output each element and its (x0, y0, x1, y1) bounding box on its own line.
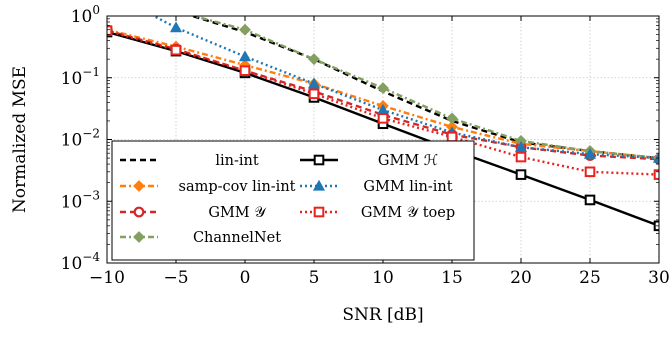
legend-marker-3 (133, 231, 145, 243)
legend: lin-int samp-cov lin-int GMM 𝒴 ChannelNet GM… (111, 140, 475, 261)
data-point-6 (515, 151, 527, 163)
data-point-3 (308, 53, 320, 66)
legend-marker-4 (313, 154, 325, 166)
data-point-3 (377, 82, 389, 94)
legend-marker-2 (133, 206, 145, 218)
legend-marker-6 (313, 206, 325, 218)
data-point-6 (446, 131, 458, 143)
series-line-6 (107, 29, 659, 176)
legend-label-6: GMM 𝒴 toep (361, 205, 455, 221)
data-point-3 (174, 16, 178, 18)
data-point-6 (308, 88, 320, 100)
data-point-6 (377, 113, 389, 124)
y-tick-label: 10−3 (61, 188, 100, 212)
legend-label-1: samp-cov lin-int (179, 179, 296, 195)
legend-box (111, 140, 475, 261)
series-markers (107, 16, 659, 232)
legend-label-4: GMM ℋ (378, 153, 439, 169)
x-tick-label: 20 (510, 268, 532, 288)
y-tick-label: 10−1 (61, 65, 100, 89)
data-point-6 (584, 166, 596, 178)
data-point-5 (514, 140, 528, 152)
y-tick-label: 100 (71, 3, 100, 27)
data-point-5 (238, 50, 252, 62)
x-tick-label: 10 (372, 268, 394, 288)
x-tick-label: 30 (648, 268, 670, 288)
data-point-5 (169, 21, 183, 33)
data-point-4 (584, 194, 596, 206)
data-point-6 (239, 65, 251, 77)
data-point-4 (515, 169, 527, 180)
legend-label-3: ChannelNet (193, 230, 281, 246)
y-tick-label: 10−4 (61, 250, 101, 274)
data-point-5 (583, 147, 597, 159)
x-tick-label: −5 (163, 268, 188, 288)
legend-marker-1 (133, 180, 145, 192)
ticks: −10 −5 0 5 10 15 20 25 30 10−4 10−3 10−2 10−1 100 (61, 3, 670, 288)
data-point-3 (239, 23, 251, 36)
data-point-6 (107, 25, 113, 36)
legend-label-2: GMM 𝒴 (208, 205, 267, 221)
data-point-5 (652, 151, 659, 163)
x-tick-label: 0 (240, 268, 251, 288)
y-axis-title: Normalized MSE (10, 66, 30, 213)
data-point-6 (653, 169, 659, 180)
series-line-1 (107, 28, 659, 160)
x-tick-label: 25 (579, 268, 601, 288)
data-point-3 (446, 112, 458, 125)
data-point-6 (170, 44, 182, 56)
x-tick-label: 5 (309, 268, 320, 288)
legend-label-5: GMM lin-int (363, 179, 452, 195)
data-point-5 (307, 77, 321, 89)
x-tick-label: −10 (89, 268, 125, 288)
x-tick-label: 15 (441, 268, 463, 288)
y-tick-label: 10−2 (61, 127, 100, 151)
legend-label-0: lin-int (215, 153, 258, 169)
x-axis-title: SNR [dB] (342, 305, 423, 325)
legend-marker-5 (312, 179, 326, 191)
